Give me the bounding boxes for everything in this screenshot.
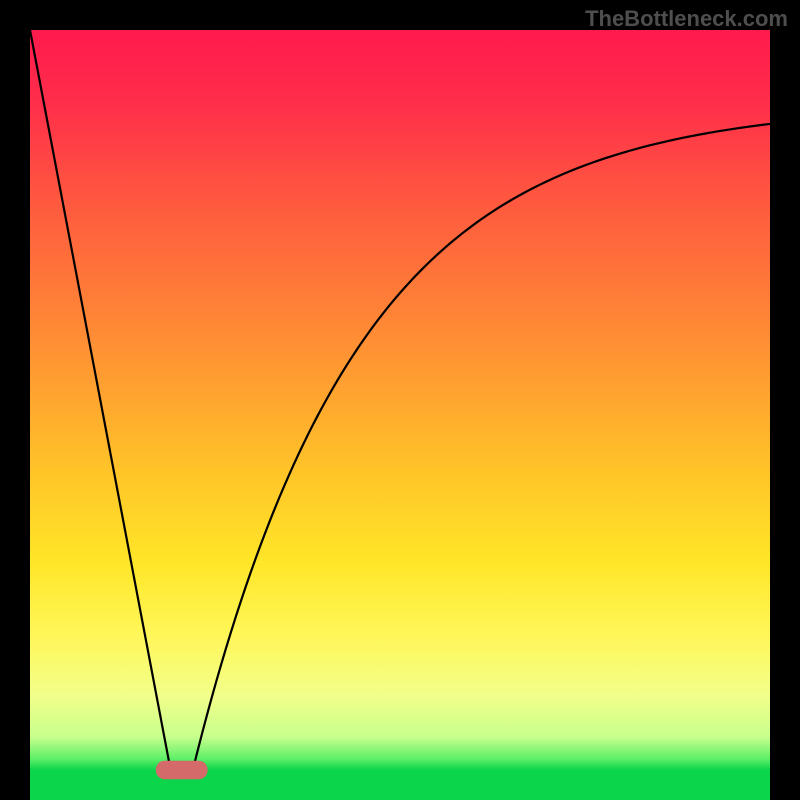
chart-svg <box>0 0 800 800</box>
frame-left <box>0 0 30 800</box>
frame-corner-br <box>770 770 800 800</box>
bottleneck-chart: TheBottleneck.com <box>0 0 800 800</box>
frame-right <box>770 0 800 800</box>
frame-bottom <box>0 770 800 800</box>
watermark-text: TheBottleneck.com <box>585 6 788 32</box>
dip-marker <box>156 761 208 780</box>
frame-corner-bl <box>0 770 30 800</box>
gradient-background <box>30 30 770 770</box>
